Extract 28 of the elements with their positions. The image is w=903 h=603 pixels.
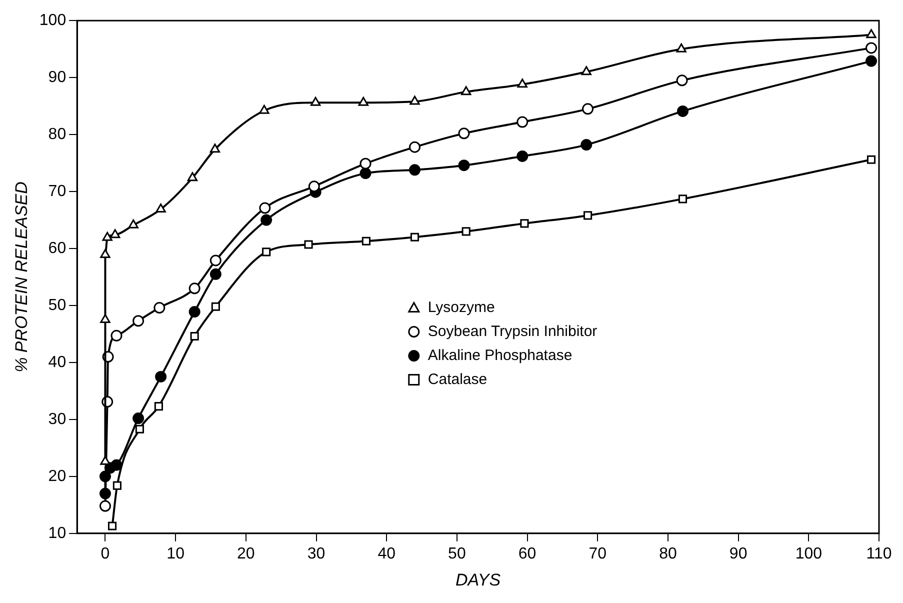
y-tick-label: 70: [48, 182, 66, 200]
legend-label: Lysozyme: [428, 298, 495, 316]
x-tick-label: 50: [448, 545, 466, 562]
y-tick-label: 10: [48, 524, 66, 542]
x-tick-label: 40: [378, 545, 396, 562]
y-tick-label: 20: [48, 468, 66, 485]
x-tick-label: 0: [100, 545, 110, 562]
y-tick-label: 50: [48, 296, 66, 314]
x-tick-label: 10: [166, 545, 185, 562]
x-axis-title: DAYS: [456, 570, 502, 590]
x-tick-label: 30: [307, 545, 326, 562]
y-tick-label: 90: [48, 68, 66, 86]
x-tick-label: 20: [237, 545, 255, 562]
x-tick-label: 60: [518, 545, 536, 562]
x-tick-label: 70: [588, 545, 607, 562]
legend-label: Catalase: [428, 370, 488, 388]
x-tick-label: 110: [866, 545, 892, 562]
y-tick-label: 60: [48, 240, 66, 257]
x-tick-label: 100: [795, 545, 822, 562]
x-tick-label: 80: [659, 545, 677, 562]
y-tick-label: 100: [39, 12, 66, 30]
legend-label: Alkaline Phosphatase: [428, 346, 572, 364]
y-tick-label: 80: [48, 126, 66, 143]
x-tick-label: 90: [729, 545, 748, 562]
y-tick-label: 30: [48, 410, 66, 428]
legend-label: Soybean Trypsin Inhibitor: [428, 322, 598, 340]
y-tick-label: 40: [48, 354, 66, 371]
y-axis-title: % PROTEIN RELEASED: [12, 182, 31, 372]
